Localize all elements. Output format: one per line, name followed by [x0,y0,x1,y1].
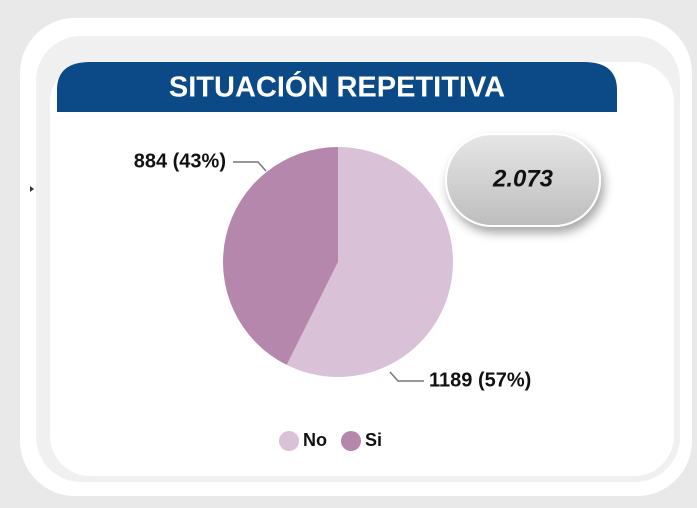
data-label: 1189 (57%) [429,369,531,391]
marker [30,186,34,192]
legend-swatch [279,431,299,451]
title-bar [57,62,617,112]
total-card [445,133,601,227]
pie-slice [286,147,453,377]
legend-swatch [341,431,361,451]
chart-title: SITUACIÓN REPETITIVA [169,70,505,104]
pie-slice [222,147,338,365]
leader-line [233,161,267,172]
data-label: 884 (43%) [134,150,226,172]
total-label: 2.073 [492,165,554,192]
leader-line [389,371,424,382]
legend-label: No [303,430,327,450]
legend-label: Si [365,430,382,450]
